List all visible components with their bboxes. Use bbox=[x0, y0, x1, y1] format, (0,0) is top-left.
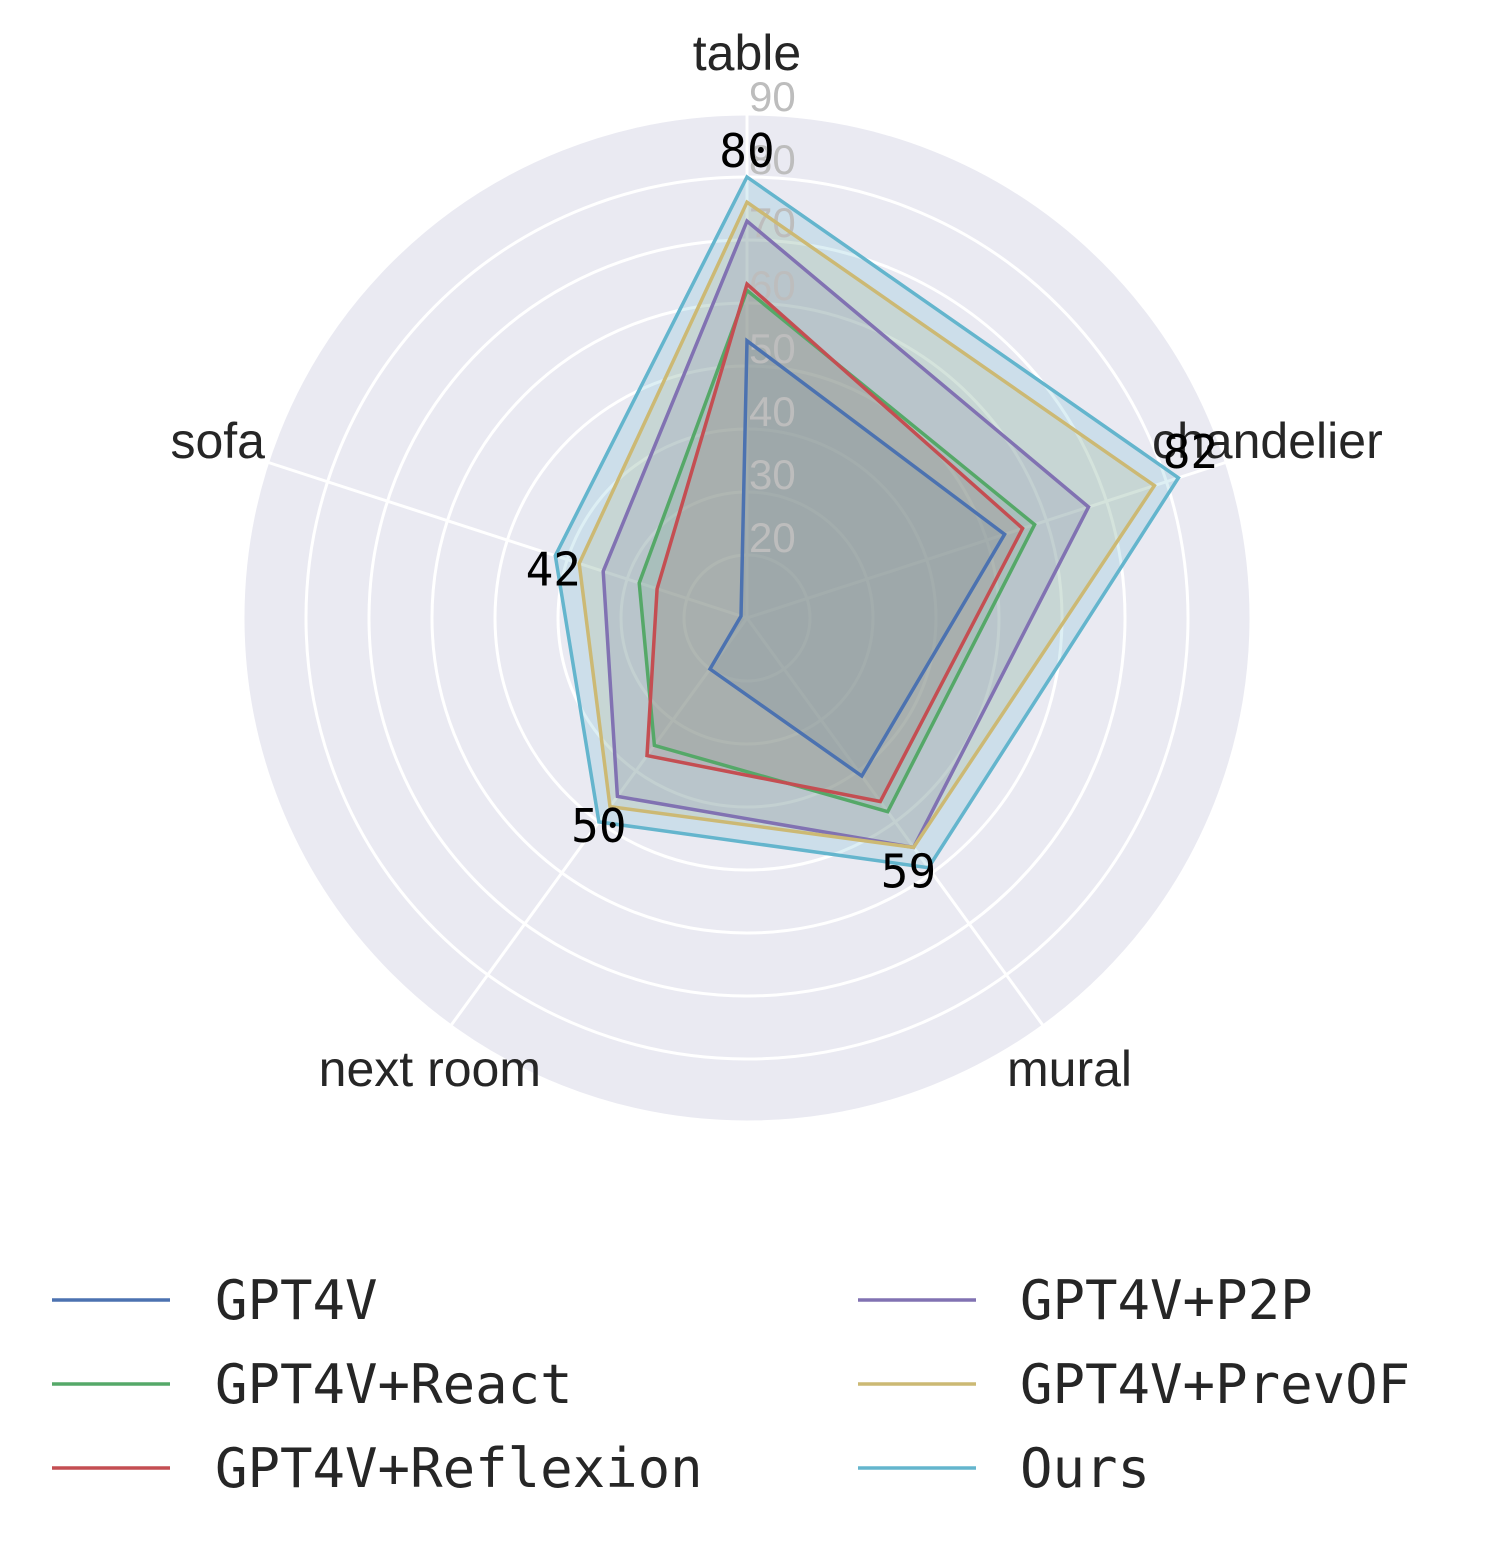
tick-label-90: 90 bbox=[749, 73, 796, 120]
series-line-ours bbox=[553, 174, 1181, 870]
tick-label-60: 60 bbox=[749, 262, 796, 309]
legend-label-gpt4v-p2p: GPT4V+P2P bbox=[1020, 1269, 1313, 1332]
series-line-gpt4v-prevof bbox=[577, 199, 1157, 850]
category-label-chandelier: chandelier bbox=[1152, 413, 1383, 469]
data-label-chandelier: 82 bbox=[1163, 425, 1218, 479]
tick-label-80: 80 bbox=[749, 136, 796, 183]
series-fill-ours bbox=[555, 177, 1179, 868]
series-fill-gpt4v bbox=[710, 340, 1005, 776]
legend-label-ours: Ours bbox=[1020, 1437, 1150, 1500]
category-label-sofa: sofa bbox=[170, 413, 265, 469]
series-fill-gpt4v-react bbox=[639, 290, 1035, 812]
data-label-table: 80 bbox=[719, 124, 774, 178]
category-label-table: table bbox=[693, 25, 801, 81]
tick-label-20: 20 bbox=[749, 514, 796, 561]
plot-background bbox=[241, 112, 1253, 1124]
series-line-gpt4v-reflexion bbox=[645, 280, 1025, 804]
series-line-gpt4v-p2p bbox=[601, 218, 1091, 850]
series-lines bbox=[553, 174, 1181, 870]
data-label-mural: 59 bbox=[881, 845, 936, 899]
category-label-mural: mural bbox=[1007, 1041, 1132, 1097]
data-annotations: 80 82 59 50 42 bbox=[526, 124, 1219, 899]
tick-label-30: 30 bbox=[749, 451, 796, 498]
spoke-sofa bbox=[267, 460, 748, 620]
data-label-sofa: 42 bbox=[526, 543, 581, 597]
category-labels: table chandelier mural next room sofa bbox=[170, 25, 1382, 1097]
series-line-gpt4v bbox=[707, 337, 1007, 779]
data-label-next-room: 50 bbox=[571, 799, 626, 853]
legend: GPT4V GPT4V+React GPT4V+Reflexion GPT4V+P2P… bbox=[52, 1269, 1410, 1500]
spoke-mural bbox=[745, 617, 1045, 1027]
legend-label-gpt4v-prevof: GPT4V+PrevOF bbox=[1020, 1353, 1410, 1416]
legend-label-gpt4v: GPT4V bbox=[215, 1269, 378, 1332]
legend-label-gpt4v-reflexion: GPT4V+Reflexion bbox=[215, 1437, 703, 1500]
tick-label-40: 40 bbox=[749, 388, 796, 435]
legend-label-gpt4v-react: GPT4V+React bbox=[215, 1353, 573, 1416]
category-label-next-room: next room bbox=[319, 1041, 541, 1097]
spoke-chandelier bbox=[746, 460, 1227, 620]
series-fill-gpt4v-reflexion bbox=[647, 284, 1023, 802]
series-fill-gpt4v-p2p bbox=[603, 221, 1089, 848]
